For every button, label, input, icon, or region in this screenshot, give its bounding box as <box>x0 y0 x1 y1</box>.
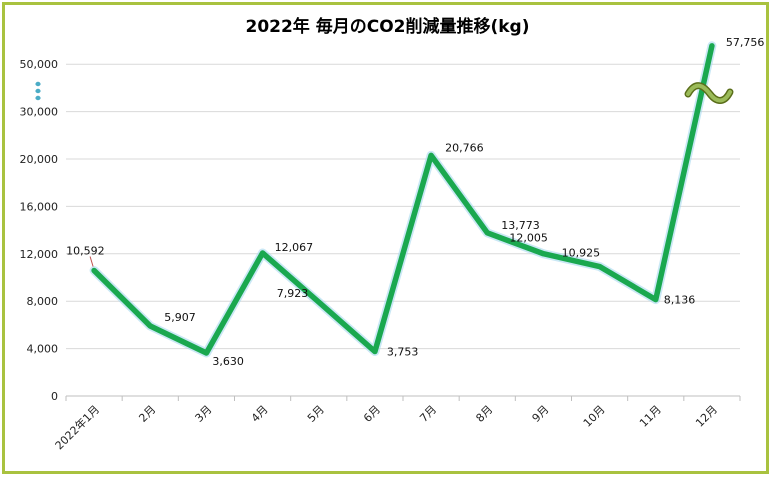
chart-frame <box>2 2 769 474</box>
data-label: 12,067 <box>275 241 314 254</box>
y-tick-label: 8,000 <box>27 295 59 308</box>
leader-line <box>89 256 94 267</box>
series-line <box>91 43 715 356</box>
data-label: 3,753 <box>387 346 419 359</box>
x-tick-label: 10月 <box>581 403 608 430</box>
data-label: 13,773 <box>501 219 540 232</box>
y-tick-label: 20,000 <box>20 153 59 166</box>
series-glow <box>89 41 717 358</box>
x-tick-label: 4月 <box>249 403 271 425</box>
y-tick-label: 30,000 <box>20 106 59 119</box>
data-label: 10,592 <box>66 244 105 257</box>
chart-title: 2022年 毎月のCO2削減量推移(kg) <box>245 17 530 37</box>
x-tick-label: 6月 <box>361 403 383 425</box>
data-label: 8,136 <box>664 294 696 307</box>
y-tick-label: 16,000 <box>20 200 59 213</box>
y-axis-ticks: 0 4,000 8,000 12,000 16,000 20,000 30,000 50,00… <box>20 58 59 403</box>
data-label: 3,630 <box>212 355 244 368</box>
axis-break-markers <box>35 81 734 104</box>
y-tick-label: 12,000 <box>20 248 59 261</box>
x-tick-label: 5月 <box>305 403 327 425</box>
data-label: 7,923 <box>277 287 309 300</box>
x-tick-label: 11月 <box>637 403 664 430</box>
x-tick-label: 9月 <box>530 403 552 425</box>
axis-break-dot <box>35 81 41 87</box>
gridlines <box>66 63 740 397</box>
line-break-squiggle-inner <box>686 83 732 103</box>
series-line <box>89 41 717 358</box>
y-tick-label: 4,000 <box>27 343 59 356</box>
data-label: 20,766 <box>445 141 484 154</box>
x-tick-label: 3月 <box>193 403 215 425</box>
axis-break-dot <box>35 95 41 101</box>
y-tick-label: 0 <box>51 390 58 403</box>
x-tick-label: 12月 <box>693 403 720 430</box>
x-tick-label: 7月 <box>417 403 439 425</box>
data-labels: 10,592 5,907 3,630 12,067 7,923 3,753 20,766 13… <box>66 36 764 368</box>
x-tick-label: 8月 <box>473 403 495 425</box>
x-axis-ticks: 2022年1月 2月 3月 4月 5月 6月 7月 8月 9月 10月 11月 12月 <box>52 396 741 452</box>
axis-break-dot <box>35 88 41 94</box>
data-label: 57,756 <box>726 36 765 49</box>
x-tick-label: 2022年1月 <box>52 402 102 452</box>
y-tick-label: 50,000 <box>20 58 59 71</box>
data-label: 5,907 <box>164 311 196 324</box>
x-tick-label: 2月 <box>136 403 158 425</box>
data-label: 10,925 <box>562 247 601 260</box>
data-label: 12,005 <box>509 232 547 245</box>
